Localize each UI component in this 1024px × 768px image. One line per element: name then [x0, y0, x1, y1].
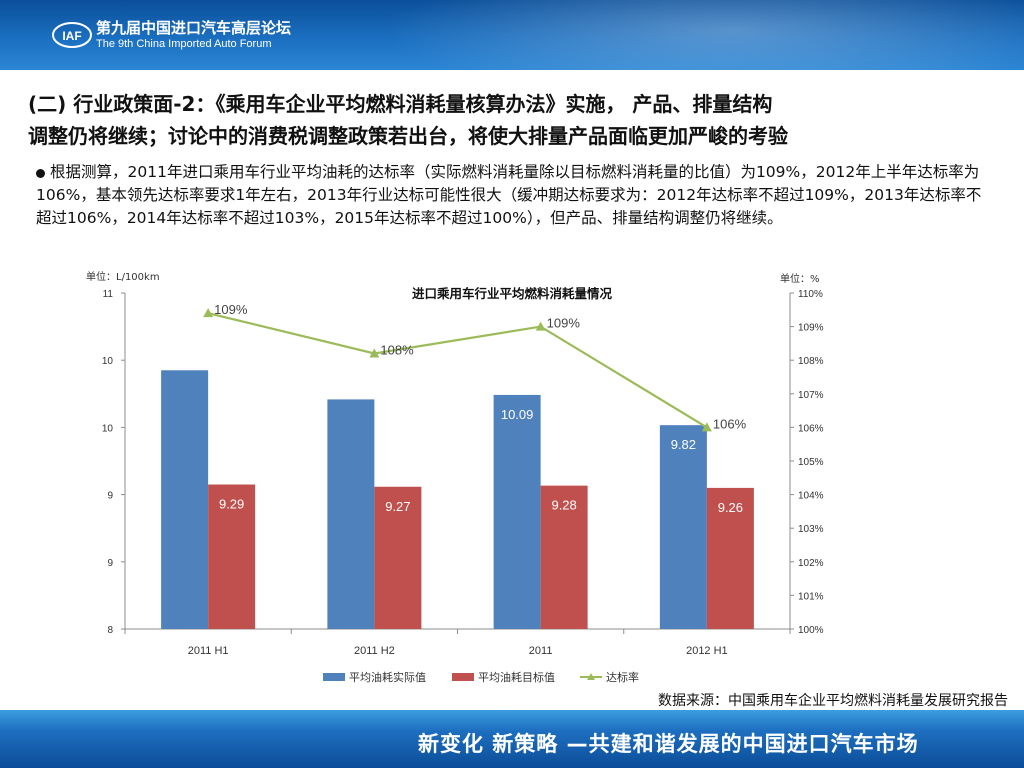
legend-label: 平均油耗实际值: [349, 670, 426, 684]
line-data-label: 108%: [380, 342, 414, 357]
line-point-marker: [203, 308, 214, 318]
x-tick-label: 2011 H1: [188, 645, 229, 657]
legend-label: 平均油耗目标值: [478, 670, 555, 684]
y2-tick-label: 110%: [798, 289, 823, 300]
bar-target-label: 9.27: [385, 499, 410, 514]
data-source: 数据来源：中国乘用车企业平均燃料消耗量发展研究报告: [658, 693, 1008, 709]
y2-tick-label: 108%: [798, 356, 824, 367]
y2-tick-label: 107%: [798, 390, 824, 401]
line-data-label: 109%: [547, 316, 581, 331]
y2-tick-label: 106%: [798, 423, 824, 434]
y2-tick-label: 104%: [798, 491, 824, 502]
y-tick-label: 9: [107, 558, 113, 569]
footer-banner: 新变化 新策略 —共建和谐发展的中国进口汽车市场: [0, 710, 1024, 768]
bar-actual-label: 9.82: [671, 437, 696, 452]
bar-actual: [327, 399, 375, 629]
bullet-dot-icon: [36, 169, 45, 178]
header-shine: [380, 0, 1024, 70]
header-banner: IAF 第九届中国进口汽车高层论坛 The 9th China Imported…: [0, 0, 1024, 70]
bar-target: [706, 487, 754, 629]
bullet-text: 根据测算，2011年进口乘用车行业平均油耗的达标率（实际燃料消耗量除以目标燃料消…: [36, 163, 982, 227]
slide-title-line2: 调整仍将继续；讨论中的消费税调整政策若出台，将使大排量产品面临更加严峻的考验: [28, 124, 788, 148]
bar-target-label: 9.26: [718, 500, 743, 515]
x-tick-label: 2011 H2: [354, 645, 395, 657]
logo-text: IAF: [62, 29, 81, 43]
line-point-marker: [369, 348, 380, 358]
slide-title-line1: (二) 行业政策面-2：《乘用车企业平均燃料消耗量核算办法》实施， 产品、排量结…: [28, 92, 773, 116]
iaf-logo-icon: IAF: [52, 22, 92, 48]
x-tick-label: 2012 H1: [686, 645, 728, 657]
y-tick-label: 10: [102, 356, 114, 367]
y2-tick-label: 109%: [798, 323, 824, 334]
forum-name-cn: 第九届中国进口汽车高层论坛: [96, 19, 292, 37]
bar-actual: [161, 370, 209, 629]
y-tick-label: 9: [107, 491, 113, 502]
y-tick-label: 10: [102, 423, 114, 434]
y2-tick-label: 103%: [798, 524, 824, 535]
bar-target: [374, 486, 422, 629]
y2-tick-label: 105%: [798, 457, 824, 468]
bar-target: [208, 484, 256, 629]
slide-title: (二) 行业政策面-2：《乘用车企业平均燃料消耗量核算办法》实施， 产品、排量结…: [28, 88, 1008, 152]
y-tick-label: 11: [103, 289, 114, 300]
chart-title: 进口乘用车行业平均燃料消耗量情况: [412, 286, 613, 301]
y2-tick-label: 102%: [798, 558, 824, 569]
bar-target: [540, 485, 588, 629]
left-axis-unit: 单位：L/100km: [86, 270, 160, 283]
line-compliance-rate: [207, 312, 708, 429]
right-axis-unit: 单位：%: [780, 272, 820, 285]
line-data-label: 106%: [713, 416, 747, 431]
y2-tick-label: 100%: [798, 625, 824, 636]
bullet-paragraph: 根据测算，2011年进口乘用车行业平均油耗的达标率（实际燃料消耗量除以目标燃料消…: [36, 161, 986, 230]
y-tick-label: 8: [107, 625, 113, 636]
legend-swatch: [323, 673, 345, 681]
legend-label: 达标率: [606, 670, 639, 684]
line-data-label: 109%: [214, 302, 248, 317]
bar-actual-label: 10.09: [501, 407, 534, 422]
x-tick-label: 2011: [529, 645, 553, 657]
legend-swatch: [452, 673, 474, 681]
footer-slogan: 新变化 新策略 —共建和谐发展的中国进口汽车市场: [418, 732, 919, 756]
y2-tick-label: 101%: [798, 591, 824, 602]
line-point-marker: [701, 422, 712, 432]
line-point-marker: [535, 321, 546, 331]
forum-name-en: The 9th China Imported Auto Forum: [96, 38, 272, 50]
bar-target-label: 9.29: [219, 497, 244, 512]
bar-actual: [493, 394, 541, 629]
legend-marker: [587, 673, 595, 680]
bar-actual: [659, 425, 707, 629]
bar-target-label: 9.28: [551, 498, 576, 513]
